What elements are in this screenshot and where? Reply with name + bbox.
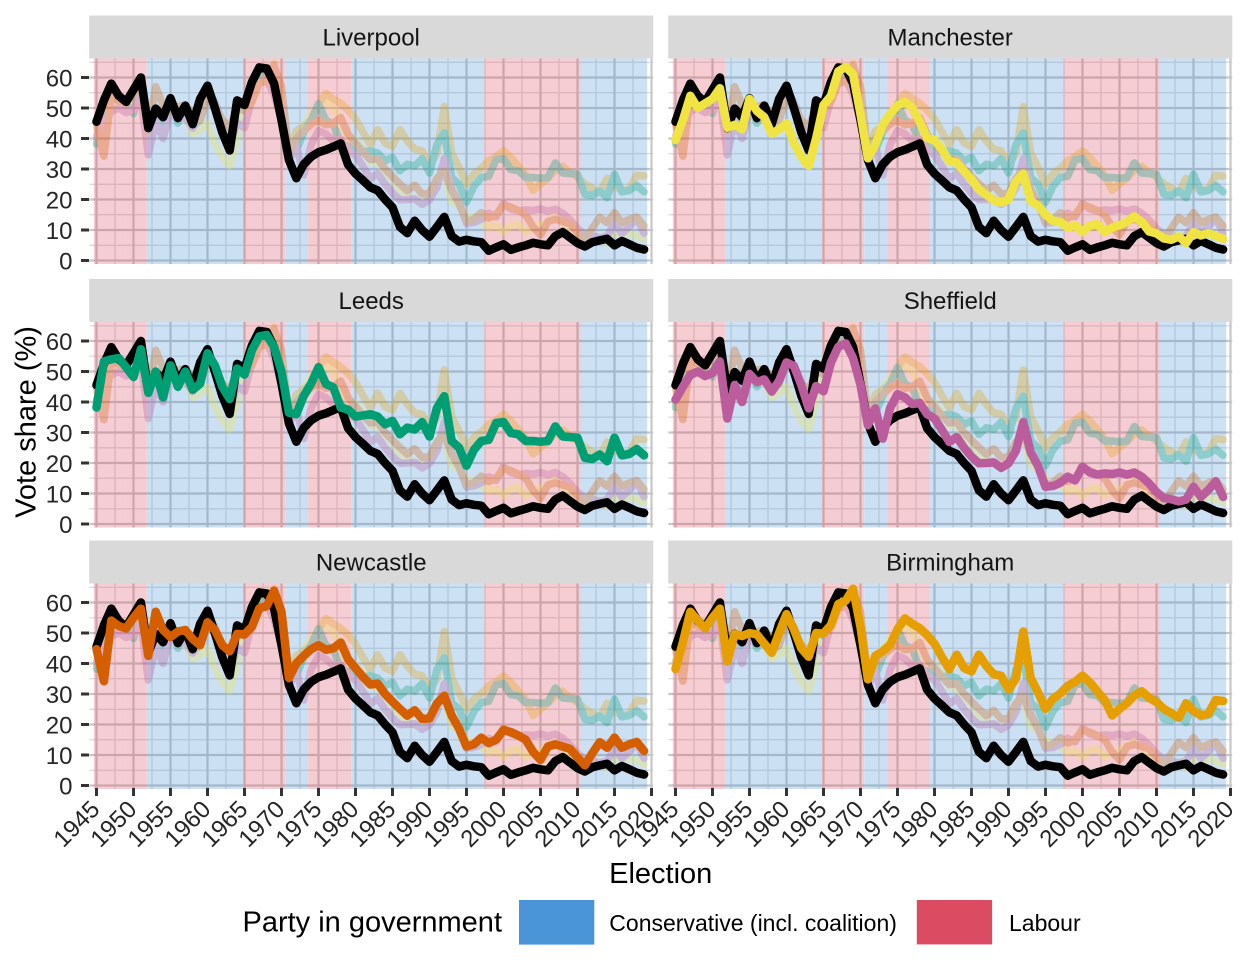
svg-text:10: 10 xyxy=(46,743,73,770)
svg-text:60: 60 xyxy=(46,329,73,356)
svg-text:30: 30 xyxy=(46,157,73,184)
svg-text:40: 40 xyxy=(46,126,73,153)
svg-text:20: 20 xyxy=(46,451,73,478)
svg-text:40: 40 xyxy=(46,651,73,678)
svg-text:Labour: Labour xyxy=(1009,910,1081,936)
svg-text:Sheffield: Sheffield xyxy=(904,288,997,315)
svg-text:Vote share (%): Vote share (%) xyxy=(11,326,43,518)
svg-text:Liverpool: Liverpool xyxy=(322,25,419,52)
svg-text:Party in government: Party in government xyxy=(242,907,502,939)
svg-text:10: 10 xyxy=(46,218,73,245)
svg-text:Leeds: Leeds xyxy=(339,288,404,315)
svg-text:20: 20 xyxy=(46,712,73,739)
svg-text:40: 40 xyxy=(46,390,73,417)
svg-text:50: 50 xyxy=(46,621,73,648)
svg-text:0: 0 xyxy=(59,773,72,800)
svg-text:10: 10 xyxy=(46,481,73,508)
svg-text:Conservative (incl. coalition): Conservative (incl. coalition) xyxy=(609,910,897,936)
svg-text:Birmingham: Birmingham xyxy=(886,550,1014,577)
svg-text:Election: Election xyxy=(609,858,712,890)
svg-text:20: 20 xyxy=(46,187,73,214)
svg-text:0: 0 xyxy=(59,248,72,275)
svg-text:60: 60 xyxy=(46,65,73,92)
svg-text:60: 60 xyxy=(46,590,73,617)
svg-text:50: 50 xyxy=(46,96,73,123)
svg-text:Newcastle: Newcastle xyxy=(316,550,427,577)
svg-text:50: 50 xyxy=(46,359,73,386)
svg-text:30: 30 xyxy=(46,682,73,709)
svg-text:0: 0 xyxy=(59,512,72,539)
svg-text:30: 30 xyxy=(46,420,73,447)
svg-text:Manchester: Manchester xyxy=(888,25,1013,52)
